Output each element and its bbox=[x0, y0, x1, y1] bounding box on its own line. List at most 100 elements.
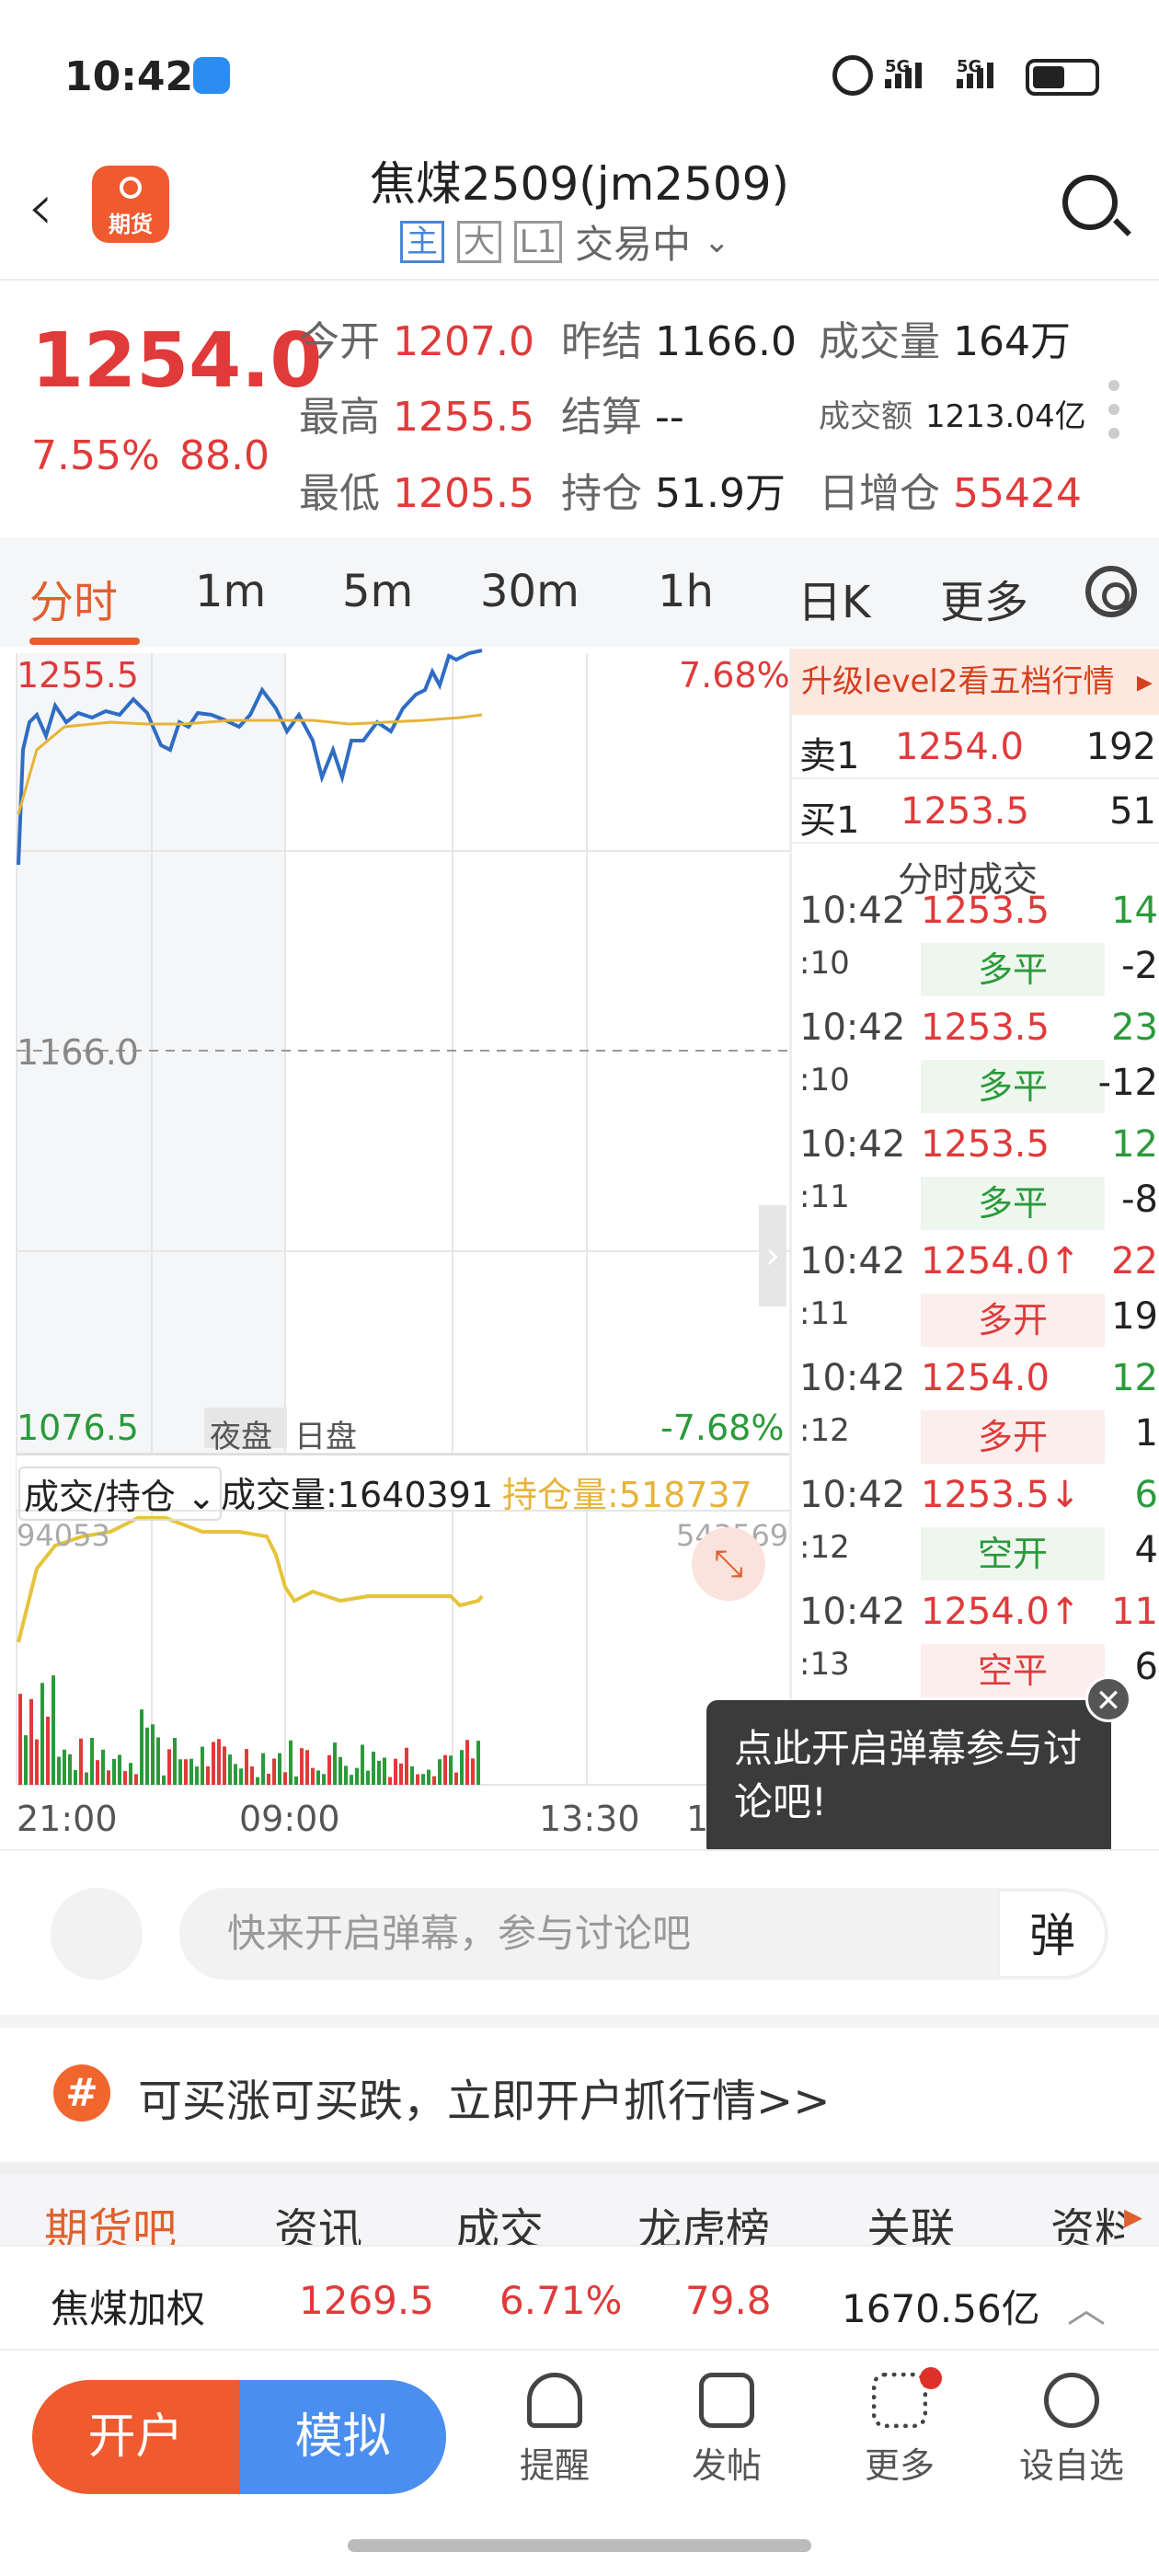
chart-bottom-price: 1076.5 bbox=[17, 1408, 139, 1448]
vol-max: 94053 bbox=[17, 1518, 110, 1553]
volume-bar bbox=[134, 1774, 138, 1785]
alert-button[interactable]: 提醒 bbox=[486, 2373, 624, 2488]
tick-volume: 12 bbox=[1111, 1123, 1158, 1166]
quote-open-interest: 持仓 51.9万 bbox=[561, 470, 786, 517]
futures-logo: 期货 bbox=[92, 166, 169, 243]
tick-seconds: :10 bbox=[799, 945, 850, 982]
home-indicator[interactable] bbox=[348, 2539, 811, 2552]
more-dots-icon[interactable] bbox=[1108, 380, 1121, 452]
volume-bar bbox=[52, 1675, 55, 1785]
volume-bar bbox=[355, 1767, 359, 1785]
post-button[interactable]: 发帖 bbox=[658, 2373, 796, 2488]
tick-volume: 6 bbox=[1134, 1474, 1158, 1516]
tick-row: 10:42:11 1253.5 12 多平 -8 bbox=[792, 1123, 1159, 1241]
tick-seconds: :12 bbox=[799, 1412, 850, 1449]
quote-volume: 成交量 164万 bbox=[819, 318, 1071, 365]
tick-volume: 11 bbox=[1111, 1591, 1158, 1633]
tab-daily[interactable]: 日K bbox=[798, 577, 871, 628]
volume-bar bbox=[178, 1759, 182, 1785]
weighted-name: 焦煤加权 bbox=[51, 2286, 206, 2331]
volume-bar bbox=[68, 1754, 72, 1785]
tag-main: 主 bbox=[400, 220, 444, 263]
weighted-index-row[interactable]: 焦煤加权 1269.5 6.71% 79.8 1670.56亿 ︿ bbox=[0, 2245, 1159, 2351]
tick-price: 1254.0 bbox=[921, 1357, 1050, 1399]
tick-time: 10:42 bbox=[799, 1240, 906, 1282]
tick-seconds: :13 bbox=[799, 1646, 850, 1683]
tick-price: 1253.5↓ bbox=[921, 1474, 1081, 1516]
volume-bar bbox=[476, 1741, 480, 1785]
tick-row: 10:42:11 1254.0↑ 22 多开 19 bbox=[792, 1240, 1159, 1358]
add-favorite-button[interactable]: 设自选 bbox=[1003, 2373, 1141, 2488]
volume-bar bbox=[421, 1774, 425, 1785]
volume-bar bbox=[372, 1751, 375, 1785]
chevron-down-icon[interactable]: ⌄ bbox=[704, 223, 730, 260]
intraday-chart[interactable] bbox=[0, 649, 789, 1799]
danmaku-settings-icon[interactable] bbox=[51, 1888, 143, 1980]
page-title[interactable]: 焦煤2509(jm2509) bbox=[369, 157, 790, 211]
tick-volume: 12 bbox=[1111, 1357, 1158, 1399]
ticks-title: 分时成交 bbox=[898, 859, 1039, 900]
contract-tags[interactable]: 主 大 L1 交易中 ⌄ bbox=[400, 213, 730, 270]
danmaku-toggle-button[interactable]: 弹 bbox=[998, 1890, 1107, 1978]
simulate-button[interactable]: 模拟 bbox=[239, 2380, 446, 2494]
heart-icon bbox=[1044, 2373, 1099, 2428]
close-icon[interactable]: ✕ bbox=[1085, 1676, 1131, 1722]
change-percent: 7.55% bbox=[31, 432, 160, 479]
upgrade-level2-banner[interactable]: 升级level2看五档行情 ▸ bbox=[792, 649, 1159, 715]
weighted-price: 1269.5 bbox=[299, 2278, 434, 2323]
tick-time: 10:42 bbox=[799, 1591, 906, 1633]
tick-price: 1253.5 bbox=[921, 890, 1050, 932]
more-button[interactable]: 更多 bbox=[831, 2373, 969, 2488]
search-icon[interactable] bbox=[1062, 175, 1118, 230]
tab-30m[interactable]: 30m bbox=[480, 566, 580, 617]
change-value: 88.0 bbox=[179, 432, 270, 479]
fullscreen-icon[interactable]: ⤡ bbox=[692, 1527, 765, 1601]
danmaku-tooltip[interactable]: 点此开启弹幕参与讨论吧! bbox=[706, 1700, 1111, 1873]
tab-more[interactable]: 更多 bbox=[940, 577, 1029, 628]
chart-mid-price: 1166.0 bbox=[17, 1032, 139, 1073]
open-account-banner[interactable]: # 可买涨可买跌，立即开户抓行情>> bbox=[0, 2015, 1159, 2162]
x-label-1330: 13:30 bbox=[539, 1799, 640, 1839]
tab-5m[interactable]: 5m bbox=[342, 566, 414, 617]
volume-bar bbox=[250, 1765, 254, 1785]
volume-bar bbox=[294, 1776, 298, 1785]
tick-kind: 空开 bbox=[921, 1527, 1105, 1581]
volume-bar bbox=[471, 1758, 475, 1785]
volume-bar bbox=[234, 1764, 237, 1785]
tick-row: 10:42:10 1253.5 14 多平 -2 bbox=[792, 890, 1159, 1007]
tag-large: 大 bbox=[457, 220, 501, 263]
volume-bar bbox=[223, 1746, 226, 1785]
tab-1m[interactable]: 1m bbox=[195, 566, 267, 617]
volume-bar bbox=[96, 1760, 99, 1785]
tick-row: 10:42:12 1254.0 12 多开 1 bbox=[792, 1357, 1159, 1475]
chart-bottom-pct: -7.68% bbox=[660, 1408, 785, 1448]
quote-open: 今开 1207.0 bbox=[299, 318, 534, 365]
tag-l1: L1 bbox=[514, 220, 562, 263]
chevron-up-icon[interactable]: ︿ bbox=[1067, 2286, 1107, 2331]
volume-bar bbox=[410, 1765, 414, 1785]
tab-intraday[interactable]: 分时 bbox=[29, 566, 140, 645]
scroll-right-icon[interactable]: ▸ bbox=[1124, 2195, 1143, 2237]
tick-row: 10:42:13 1254.0↑ 11 空平 6 bbox=[792, 1591, 1159, 1708]
open-account-button[interactable]: 开户 bbox=[32, 2380, 239, 2494]
danmaku-input[interactable]: 快来开启弹幕，参与讨论吧 bbox=[179, 1888, 1108, 1980]
tab-1h[interactable]: 1h bbox=[658, 566, 714, 617]
volume-bar bbox=[399, 1763, 403, 1785]
tick-seconds: :10 bbox=[799, 1062, 850, 1098]
weighted-turnover: 1670.56亿 bbox=[842, 2286, 1040, 2331]
bell-icon bbox=[527, 2373, 582, 2428]
trading-status: 交易中 bbox=[575, 222, 692, 267]
x-label-0900: 09:00 bbox=[239, 1799, 340, 1839]
back-icon[interactable]: ‹ bbox=[28, 169, 53, 245]
volume-bars bbox=[18, 1675, 480, 1785]
battery-icon bbox=[1026, 59, 1099, 96]
volume-bar bbox=[212, 1742, 215, 1785]
settings-gear-icon[interactable] bbox=[1085, 566, 1137, 617]
vol-selector[interactable]: 成交/持仓 ⌄ bbox=[18, 1466, 222, 1521]
session-day: 日盘 bbox=[294, 1419, 357, 1455]
expand-handle-icon[interactable]: › bbox=[759, 1205, 786, 1306]
volume-bar bbox=[339, 1756, 342, 1785]
weighted-pct: 6.71% bbox=[499, 2278, 623, 2323]
volume-bar bbox=[416, 1774, 419, 1785]
tick-kind: 空平 bbox=[921, 1644, 1105, 1697]
